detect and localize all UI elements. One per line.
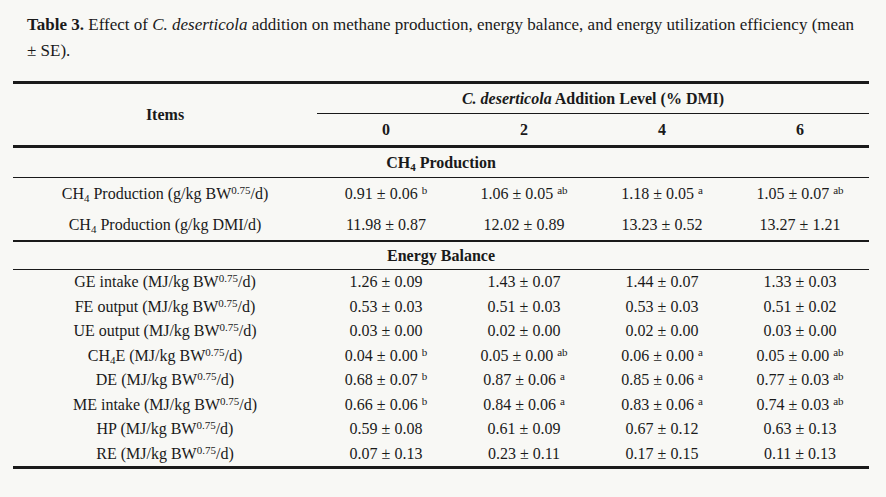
value-cell: 0.53 ± 0.03 xyxy=(593,295,731,320)
value-cell: 0.87 ± 0.06 a xyxy=(455,368,593,393)
row-label: UE output (MJ/kg BW0.75/d) xyxy=(13,319,317,344)
value-cell: 0.61 ± 0.09 xyxy=(455,417,593,442)
column-group-header: C. deserticola Addition Level (% DMI) xyxy=(317,84,869,114)
value-cell: 0.51 ± 0.02 xyxy=(731,295,869,320)
table-row: RE (MJ/kg BW0.75/d)0.07 ± 0.130.23 ± 0.1… xyxy=(13,442,869,467)
value-cell: 0.51 ± 0.03 xyxy=(455,295,593,320)
value-cell: 0.03 ± 0.00 xyxy=(317,319,455,344)
value-cell: 0.05 ± 0.00 ab xyxy=(455,344,593,369)
level-header-6: 6 xyxy=(731,114,869,145)
value-cell: 0.63 ± 0.13 xyxy=(731,417,869,442)
row-label: CH4 Production (g/kg BW0.75/d) xyxy=(13,178,317,209)
value-cell: 0.68 ± 0.07 b xyxy=(317,368,455,393)
value-cell: 0.07 ± 0.13 xyxy=(317,442,455,467)
value-cell: 1.06 ± 0.05 ab xyxy=(455,178,593,209)
table-row: CH4 Production (g/kg BW0.75/d)0.91 ± 0.0… xyxy=(13,178,869,209)
level-header-0: 0 xyxy=(317,114,455,145)
table-row: GE intake (MJ/kg BW0.75/d)1.26 ± 0.091.4… xyxy=(13,270,869,295)
row-label: FE output (MJ/kg BW0.75/d) xyxy=(13,295,317,320)
table-3: Items C. deserticola Addition Level (% D… xyxy=(13,81,869,469)
value-cell: 0.02 ± 0.00 xyxy=(455,319,593,344)
value-cell: 1.33 ± 0.03 xyxy=(731,270,869,295)
value-cell: 11.98 ± 0.87 xyxy=(317,209,455,240)
value-cell: 0.74 ± 0.03 ab xyxy=(731,393,869,418)
value-cell: 0.83 ± 0.06 a xyxy=(593,393,731,418)
value-cell: 0.23 ± 0.11 xyxy=(455,442,593,467)
value-cell: 0.59 ± 0.08 xyxy=(317,417,455,442)
table-row: DE (MJ/kg BW0.75/d)0.68 ± 0.07 b0.87 ± 0… xyxy=(13,368,869,393)
value-cell: 13.27 ± 1.21 xyxy=(731,209,869,240)
section-title: CH4 Production xyxy=(13,148,869,178)
table-section-1: CH4 ProductionCH4 Production (g/kg BW0.7… xyxy=(13,148,869,240)
row-label: RE (MJ/kg BW0.75/d) xyxy=(13,442,317,467)
value-cell: 1.43 ± 0.07 xyxy=(455,270,593,295)
value-cell: 0.11 ± 0.13 xyxy=(731,442,869,467)
value-cell: 0.53 ± 0.03 xyxy=(317,295,455,320)
table-row: CH4 Production (g/kg DMI/d)11.98 ± 0.871… xyxy=(13,209,869,240)
table-row: HP (MJ/kg BW0.75/d)0.59 ± 0.080.61 ± 0.0… xyxy=(13,417,869,442)
row-label: CH4E (MJ/kg BW0.75/d) xyxy=(13,344,317,369)
section-title: Energy Balance xyxy=(13,242,869,270)
value-cell: 0.66 ± 0.06 b xyxy=(317,393,455,418)
table-bottom-rule xyxy=(13,466,869,469)
value-cell: 0.04 ± 0.00 b xyxy=(317,344,455,369)
value-cell: 0.67 ± 0.12 xyxy=(593,417,731,442)
table-section-2: Energy BalanceGE intake (MJ/kg BW0.75/d)… xyxy=(13,242,869,466)
table-row: CH4E (MJ/kg BW0.75/d)0.04 ± 0.00 b0.05 ±… xyxy=(13,344,869,369)
value-cell: 12.02 ± 0.89 xyxy=(455,209,593,240)
value-cell: 1.44 ± 0.07 xyxy=(593,270,731,295)
column-header-items: Items xyxy=(13,84,317,145)
value-cell: 0.05 ± 0.00 ab xyxy=(731,344,869,369)
value-cell: 1.26 ± 0.09 xyxy=(317,270,455,295)
table-body: CH4 ProductionCH4 Production (g/kg BW0.7… xyxy=(13,148,869,469)
level-header-2: 2 xyxy=(455,114,593,145)
value-cell: 0.91 ± 0.06 b xyxy=(317,178,455,209)
table-caption: Table 3. Effect of C. deserticola additi… xyxy=(27,12,863,64)
table-caption-text: Effect of C. deserticola addition on met… xyxy=(27,15,854,60)
value-cell: 1.18 ± 0.05 a xyxy=(593,178,731,209)
value-cell: 0.06 ± 0.00 a xyxy=(593,344,731,369)
value-cell: 13.23 ± 0.52 xyxy=(593,209,731,240)
table-header: Items C. deserticola Addition Level (% D… xyxy=(13,84,869,145)
row-label: ME intake (MJ/kg BW0.75/d) xyxy=(13,393,317,418)
table-row: FE output (MJ/kg BW0.75/d)0.53 ± 0.030.5… xyxy=(13,295,869,320)
value-cell: 0.84 ± 0.06 a xyxy=(455,393,593,418)
table-row: UE output (MJ/kg BW0.75/d)0.03 ± 0.000.0… xyxy=(13,319,869,344)
page: Table 3. Effect of C. deserticola additi… xyxy=(0,0,886,469)
row-label: CH4 Production (g/kg DMI/d) xyxy=(13,209,317,240)
value-cell: 0.03 ± 0.00 xyxy=(731,319,869,344)
row-label: DE (MJ/kg BW0.75/d) xyxy=(13,368,317,393)
table-row: ME intake (MJ/kg BW0.75/d)0.66 ± 0.06 b0… xyxy=(13,393,869,418)
row-label: GE intake (MJ/kg BW0.75/d) xyxy=(13,270,317,295)
table-caption-label: Table 3. xyxy=(27,15,84,34)
value-cell: 1.05 ± 0.07 ab xyxy=(731,178,869,209)
row-label: HP (MJ/kg BW0.75/d) xyxy=(13,417,317,442)
value-cell: 0.85 ± 0.06 a xyxy=(593,368,731,393)
value-cell: 0.77 ± 0.03 ab xyxy=(731,368,869,393)
value-cell: 0.02 ± 0.00 xyxy=(593,319,731,344)
level-header-4: 4 xyxy=(593,114,731,145)
value-cell: 0.17 ± 0.15 xyxy=(593,442,731,467)
